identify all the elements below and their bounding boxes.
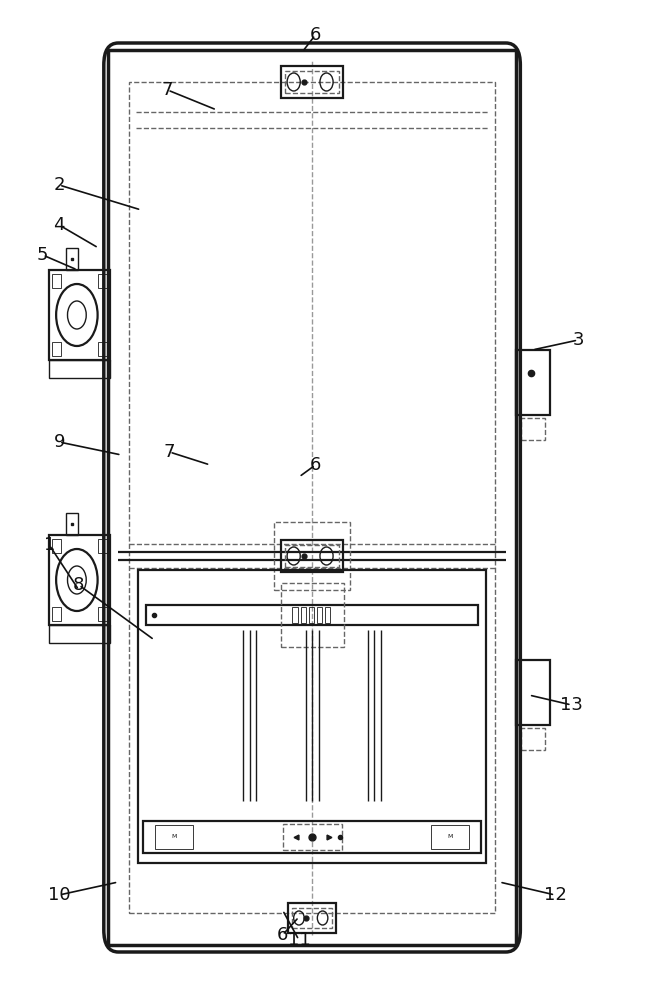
Bar	[521, 418, 545, 440]
Bar	[283, 824, 342, 850]
Text: 13: 13	[560, 696, 583, 714]
Bar	[325, 607, 330, 623]
Text: M: M	[171, 834, 177, 839]
Text: 3: 3	[572, 331, 584, 349]
Bar	[317, 607, 322, 623]
Bar	[98, 607, 107, 621]
Bar	[98, 539, 107, 553]
Bar	[431, 825, 469, 849]
Bar	[521, 728, 545, 750]
Bar	[292, 908, 332, 928]
Text: 7: 7	[164, 443, 175, 461]
Text: 8: 8	[73, 576, 85, 594]
Bar	[300, 607, 306, 623]
Bar	[292, 607, 298, 623]
Bar	[129, 82, 495, 913]
Text: 11: 11	[288, 931, 310, 949]
Text: 7: 7	[162, 81, 173, 99]
Text: 6: 6	[277, 926, 288, 944]
Text: 5: 5	[37, 246, 49, 264]
Bar	[49, 270, 110, 360]
Bar	[143, 821, 481, 853]
Bar	[138, 570, 486, 863]
Bar	[52, 274, 61, 288]
Text: 4: 4	[53, 216, 65, 234]
Bar	[52, 607, 61, 621]
Bar	[66, 248, 78, 270]
Text: 6: 6	[309, 26, 321, 44]
Bar	[285, 71, 339, 93]
Text: 2: 2	[53, 176, 65, 194]
Bar	[52, 539, 61, 553]
Bar	[52, 342, 61, 356]
Text: M: M	[447, 834, 453, 839]
Bar	[49, 535, 110, 625]
Bar	[155, 825, 193, 849]
Text: 10: 10	[48, 886, 70, 904]
Bar	[146, 605, 478, 625]
Text: 6: 6	[309, 456, 321, 474]
Bar	[49, 360, 110, 378]
Bar	[108, 50, 516, 945]
Text: 9: 9	[53, 433, 65, 451]
Text: 1: 1	[43, 536, 55, 554]
Bar	[516, 350, 550, 415]
Text: 12: 12	[544, 886, 566, 904]
Bar	[281, 540, 343, 572]
Bar	[281, 583, 344, 647]
Bar	[285, 545, 339, 567]
Bar	[281, 66, 343, 98]
Bar	[516, 660, 550, 725]
Bar	[49, 625, 110, 643]
Bar	[275, 522, 350, 590]
Bar	[66, 513, 78, 535]
Bar	[288, 903, 336, 933]
Bar	[98, 274, 107, 288]
Bar	[309, 607, 314, 623]
Bar	[98, 342, 107, 356]
